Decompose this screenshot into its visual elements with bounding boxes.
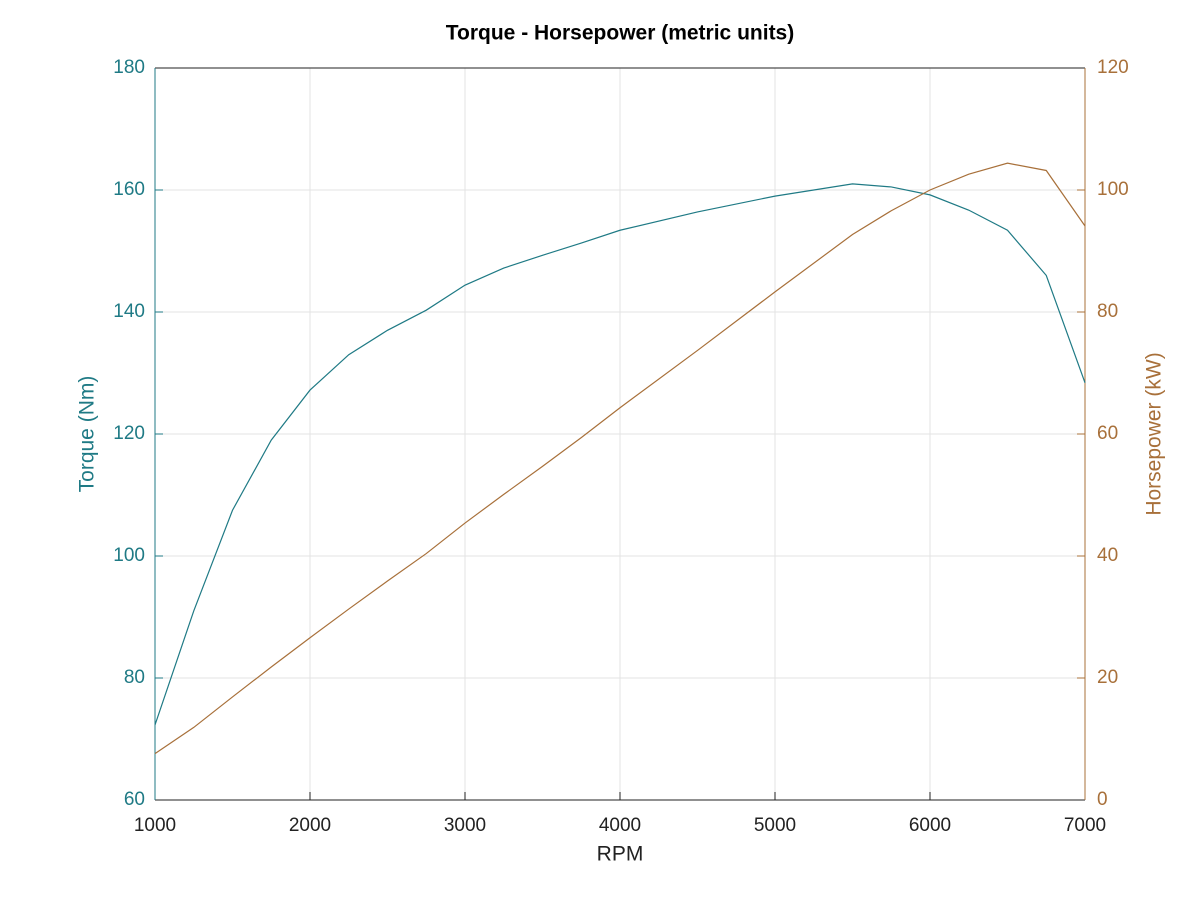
y2-tick-label: 100: [1097, 179, 1129, 200]
x-axis-label: RPM: [597, 843, 644, 866]
y2-tick-label: 0: [1097, 789, 1108, 810]
x-tick-label: 4000: [599, 815, 641, 836]
y-axis-label: Torque (Nm): [76, 376, 99, 493]
x-tick-label: 5000: [754, 815, 796, 836]
y2-tick-label: 40: [1097, 545, 1118, 566]
line-series: [154, 183, 1086, 726]
y-tick-label: 180: [113, 57, 145, 78]
y2-tick-label: 60: [1097, 423, 1118, 444]
y2-axis-label: Horsepower (kW): [1143, 352, 1166, 515]
y-tick-label: 60: [124, 789, 145, 810]
y-tick-label: 120: [113, 423, 145, 444]
x-tick-label: 3000: [444, 815, 486, 836]
y2-tick-label: 80: [1097, 301, 1118, 322]
x-tick-label: 6000: [909, 815, 951, 836]
x-tick-label: 1000: [134, 815, 176, 836]
y-tick-label: 100: [113, 545, 145, 566]
y-tick-label: 160: [113, 179, 145, 200]
x-tick-label: 2000: [289, 815, 331, 836]
y-tick-label: 140: [113, 301, 145, 322]
x-tick-label: 7000: [1064, 815, 1106, 836]
chart-title: Torque - Horsepower (metric units): [446, 22, 794, 45]
y2-tick-label: 120: [1097, 57, 1129, 78]
y-tick-label: 80: [124, 667, 145, 688]
line-series: [154, 162, 1086, 755]
y2-tick-label: 20: [1097, 667, 1118, 688]
